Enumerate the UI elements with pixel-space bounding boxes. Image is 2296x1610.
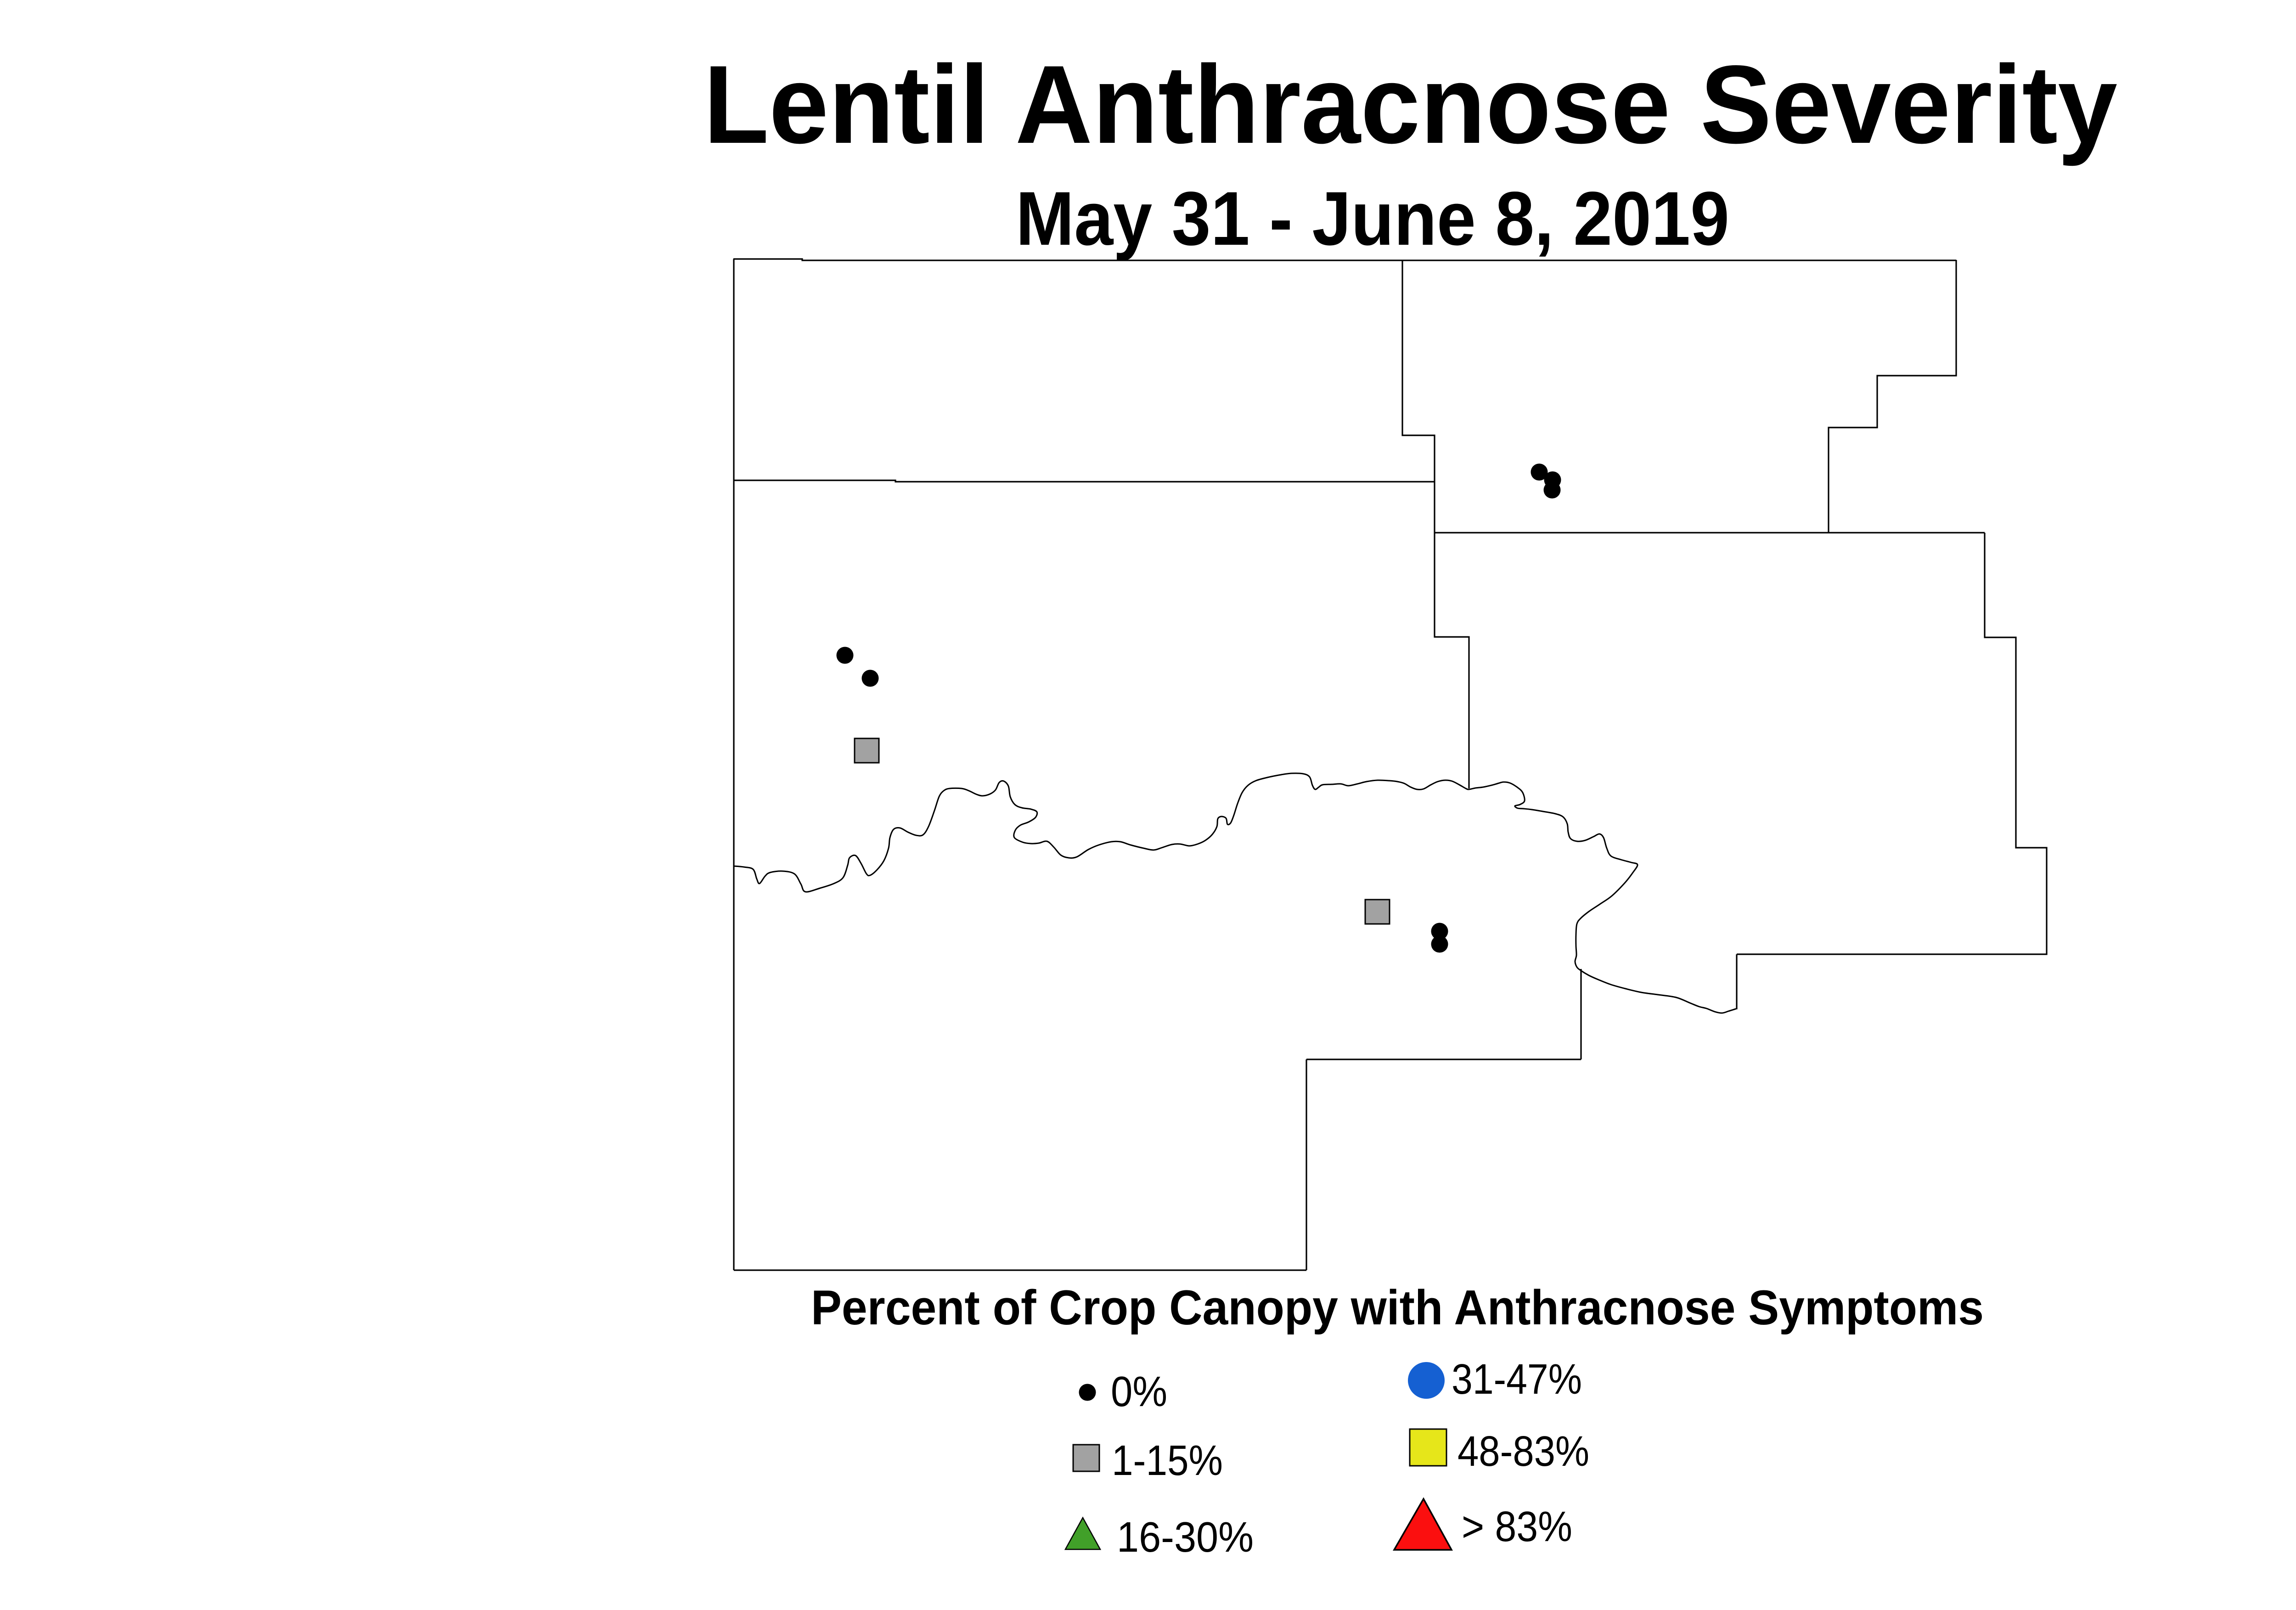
svg-text:Lentil Anthracnose Severity: Lentil Anthracnose Severity (703, 43, 2117, 167)
svg-text:1-15%: 1-15% (1112, 1436, 1223, 1484)
svg-text:0%: 0% (1111, 1368, 1167, 1415)
svg-text:Percent of Crop Canopy with An: Percent of Crop Canopy with Anthracnose … (811, 1280, 1984, 1335)
svg-text:31-47%: 31-47% (1452, 1355, 1582, 1403)
svg-text:16-30%: 16-30% (1117, 1513, 1254, 1561)
svg-text:48-83%: 48-83% (1458, 1427, 1589, 1475)
svg-text:> 83%: > 83% (1462, 1503, 1572, 1550)
svg-text:May 31 - June 8, 2019: May 31 - June 8, 2019 (1016, 176, 1729, 261)
